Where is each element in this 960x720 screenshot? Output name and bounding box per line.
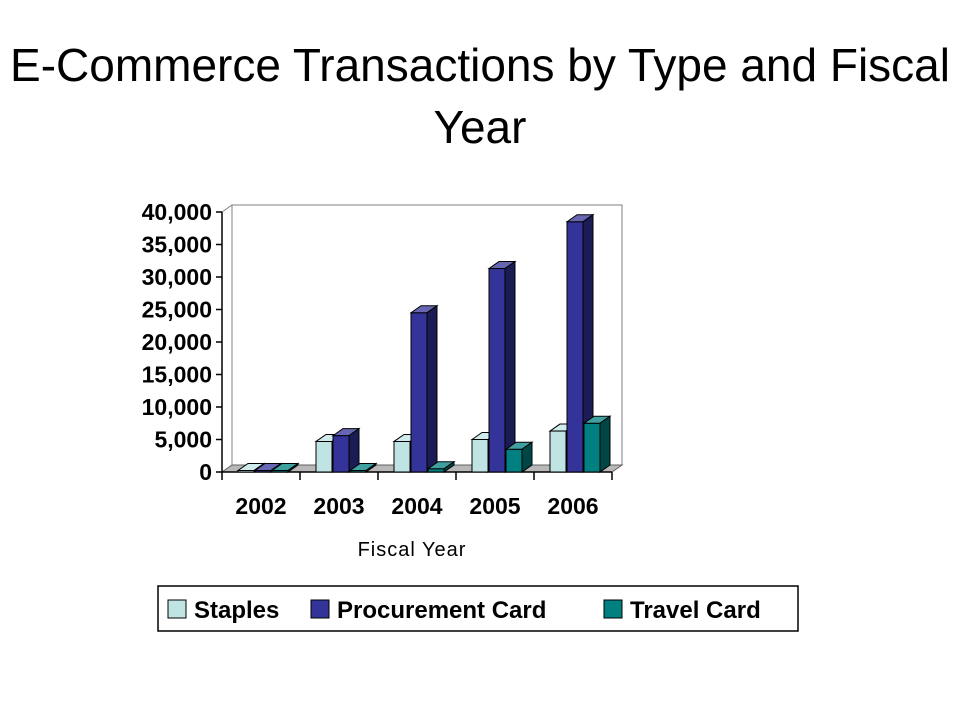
legend: Staples Procurement Card Travel Card [157, 585, 799, 632]
bar [582, 415, 612, 473]
legend-entry: Travel Card [603, 597, 761, 624]
legend-box [157, 585, 799, 632]
bar [426, 460, 456, 473]
legend-label: Procurement Card [337, 597, 546, 624]
legend-label: Travel Card [630, 597, 761, 624]
y-axis: 0 5,000 10,000 15,000 20,000 25,000 30,000 35,0… [142, 199, 222, 485]
legend-entry: Procurement Card [310, 597, 546, 624]
legend-swatch [167, 599, 187, 619]
legend-label: Staples [194, 597, 279, 624]
y-tick-label: 5,000 [154, 427, 212, 453]
bars [236, 213, 612, 473]
bar [487, 260, 517, 473]
chart-title: E-Commerce Transactions by Type and Fisc… [10, 39, 950, 153]
y-tick-label: 10,000 [142, 394, 212, 420]
x-tick-label: 2005 [469, 493, 520, 519]
x-tick-label: 2006 [547, 493, 598, 519]
legend-swatch [310, 599, 330, 619]
bar [331, 427, 361, 473]
y-tick-label: 15,000 [142, 362, 212, 388]
x-tick-label: 2003 [313, 493, 364, 519]
y-tick-label: 0 [199, 459, 212, 485]
bar [270, 462, 300, 473]
y-tick-label: 20,000 [142, 329, 212, 355]
bar [565, 213, 595, 473]
x-axis: 2002 2003 2004 2005 2006 [221, 472, 613, 519]
y-tick-label: 35,000 [142, 232, 212, 258]
legend-entry: Staples [167, 597, 279, 624]
bar [504, 441, 534, 473]
x-tick-label: 2002 [235, 493, 286, 519]
bar [409, 304, 439, 473]
y-tick-label: 25,000 [142, 297, 212, 323]
y-tick-label: 40,000 [142, 199, 212, 225]
bar [348, 462, 378, 473]
legend-swatch [603, 599, 623, 619]
x-axis-title: Fiscal Year [358, 539, 467, 561]
y-tick-label: 30,000 [142, 264, 212, 290]
x-tick-label: 2004 [391, 493, 442, 519]
